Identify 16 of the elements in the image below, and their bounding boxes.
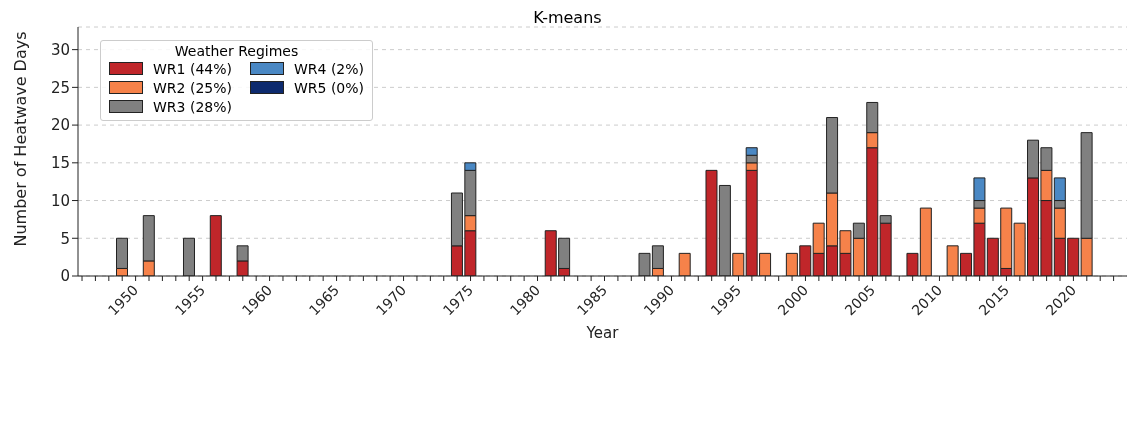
y-tick-label: 25 xyxy=(50,78,70,97)
legend-label: WR3 (28%) xyxy=(153,98,232,115)
y-axis-title: Number of Heatwave Days xyxy=(10,31,30,247)
y-tick-label: 5 xyxy=(60,229,70,248)
y-tick-label: 20 xyxy=(50,116,70,135)
legend-label: WR5 (0%) xyxy=(293,79,365,96)
y-tick-label: 15 xyxy=(50,154,70,173)
y-tick-label: 10 xyxy=(50,191,70,210)
y-tick-label: 30 xyxy=(50,40,70,59)
y-tick-label: 0 xyxy=(60,267,70,286)
legend-label: WR4 (2%) xyxy=(293,60,365,77)
legend-label: WR1 (44%) xyxy=(153,60,232,77)
legend-title: Weather Regimes xyxy=(173,43,300,59)
x-axis-title: Year xyxy=(585,324,620,342)
chart-title: K-means xyxy=(532,8,603,27)
legend-label: WR2 (25%) xyxy=(153,79,232,96)
